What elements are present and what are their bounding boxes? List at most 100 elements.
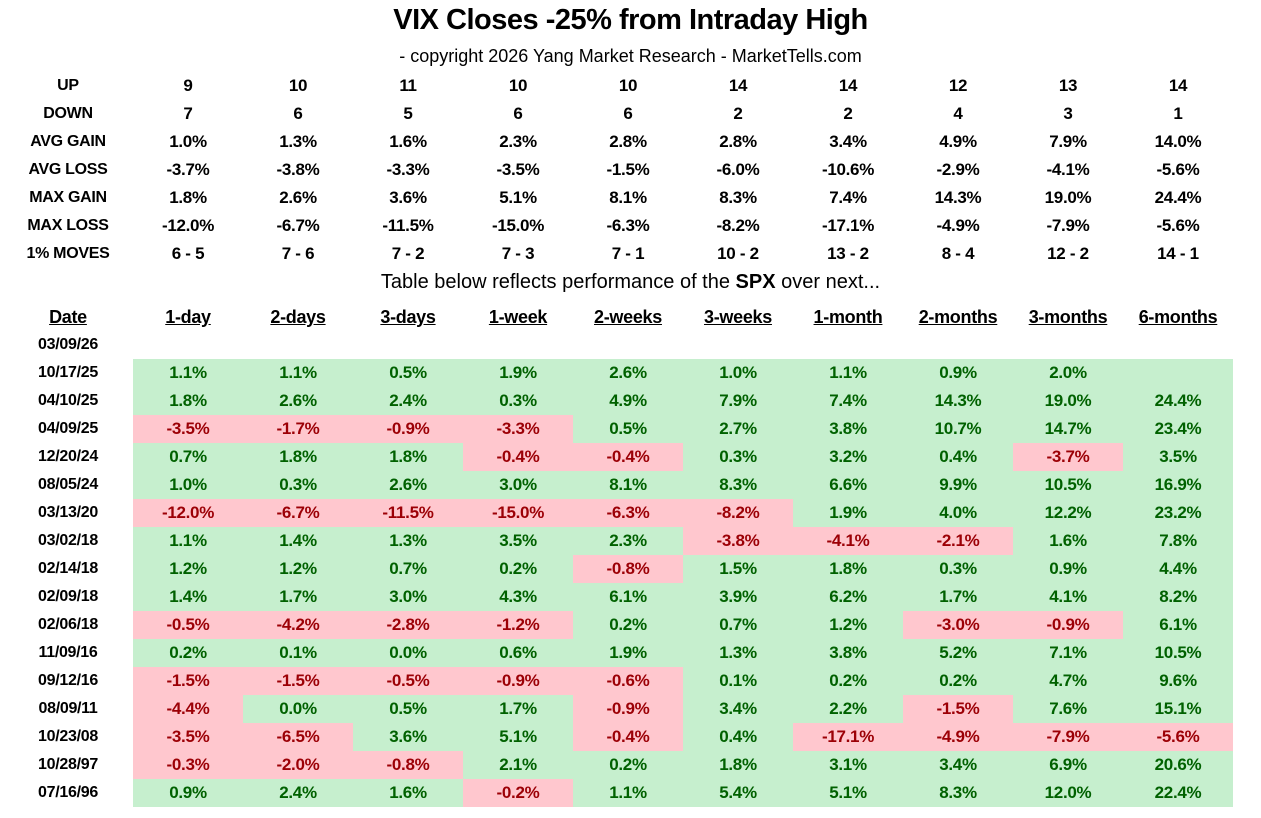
return-cell: 1.1% [243,359,353,387]
return-cell: 7.6% [1013,695,1123,723]
table-row: 03/09/26 [0,331,1261,359]
return-cell: 4.0% [903,499,1013,527]
return-cell: -0.2% [463,779,573,807]
return-cell: 2.2% [793,695,903,723]
return-cell: 6.1% [573,583,683,611]
stats-value: 10 [288,76,308,95]
return-cell: 5.1% [793,779,903,807]
column-header: 2-weeks [594,307,662,327]
return-cell: -3.5% [133,723,243,751]
return-cell: 4.7% [1013,667,1123,695]
return-cell [793,331,903,359]
return-cell: 1.8% [793,555,903,583]
return-cell [683,331,793,359]
stats-value: 3 [1063,104,1073,123]
return-cell: 3.8% [793,415,903,443]
column-header: 6-months [1138,307,1218,327]
return-cell: 1.0% [133,471,243,499]
return-cell: 1.9% [463,359,573,387]
return-cell: 2.3% [573,527,683,555]
stats-value: -12.0% [161,216,215,235]
stats-label: MAX GAIN [29,189,107,206]
return-cell: -3.8% [683,527,793,555]
stats-value: 7.4% [829,188,867,207]
row-date: 09/12/16 [38,672,98,689]
table-row: 02/14/18 1.2% 1.2% 0.7% 0.2% -0.8% 1.5% 1.8% 0.3… [0,555,1261,583]
table-note: Table below reflects performance of the … [0,271,1261,294]
stats-value: 1.3% [279,132,317,151]
return-cell: 1.2% [793,611,903,639]
column-header: 2-months [918,307,998,327]
return-cell: 0.2% [573,751,683,779]
return-cell: 0.4% [903,443,1013,471]
return-cell: 7.9% [683,387,793,415]
return-cell: -0.9% [463,667,573,695]
stats-label: DOWN [43,105,93,122]
return-cell: 0.5% [573,415,683,443]
stats-value: 4 [953,104,963,123]
return-cell: 0.9% [133,779,243,807]
table-row: 09/12/16 -1.5% -1.5% -0.5% -0.9% -0.6% 0.1% 0.2… [0,667,1261,695]
table-row: 11/09/16 0.2% 0.1% 0.0% 0.6% 1.9% 1.3% 3.8% 5.2%… [0,639,1261,667]
return-cell: 1.0% [683,359,793,387]
return-cell [1013,331,1123,359]
stats-value: 1.6% [389,132,427,151]
return-cell: -4.1% [793,527,903,555]
stats-value: 7 [183,104,193,123]
return-cell [243,331,353,359]
stats-value: 4.9% [939,132,977,151]
return-cell: 0.7% [133,443,243,471]
stats-value: 9 [183,76,193,95]
stats-value: 12 [948,76,968,95]
return-cell: 1.9% [573,639,683,667]
return-cell: 3.4% [903,751,1013,779]
stats-value: -3.7% [166,160,210,179]
return-cell: 0.9% [903,359,1013,387]
stats-label: AVG LOSS [28,161,108,178]
return-cell: 0.3% [903,555,1013,583]
return-cell: 0.0% [243,695,353,723]
return-cell: 7.1% [1013,639,1123,667]
return-cell: -6.7% [243,499,353,527]
return-cell: 2.1% [463,751,573,779]
return-cell: 0.2% [133,639,243,667]
return-cell: 6.2% [793,583,903,611]
return-cell: -0.4% [573,723,683,751]
page-title: VIX Closes -25% from Intraday High [393,4,868,36]
stats-row: MAX GAIN 1.8% 2.6% 3.6% 5.1% 8.1% 8.3% 7.4% 14.3… [0,184,1261,212]
stats-label: 1% MOVES [26,245,110,262]
stats-value: 2 [843,104,853,123]
row-date: 03/13/20 [38,504,98,521]
return-cell: -1.5% [903,695,1013,723]
copyright-subtitle: - copyright 2026 Yang Market Research - … [399,46,862,66]
row-date: 10/28/97 [38,756,98,773]
return-cell: 0.7% [353,555,463,583]
return-cell: 4.9% [573,387,683,415]
return-cell: 16.9% [1123,471,1233,499]
return-cell: 6.6% [793,471,903,499]
row-date: 11/09/16 [38,644,98,661]
return-cell: 20.6% [1123,751,1233,779]
return-cell: 3.2% [793,443,903,471]
return-cell: 2.4% [353,387,463,415]
return-cell: 8.3% [683,471,793,499]
return-cell: -2.8% [353,611,463,639]
return-cell: 1.2% [133,555,243,583]
stats-value: -6.0% [716,160,760,179]
return-cell: 0.5% [353,695,463,723]
row-date: 08/09/11 [38,700,98,717]
column-header: 3-days [380,307,436,327]
return-cell: 0.4% [683,723,793,751]
note-ticker: SPX [735,271,776,293]
stats-value: -3.5% [496,160,540,179]
return-cell: 1.1% [133,359,243,387]
row-date: 03/02/18 [38,532,98,549]
table-row: 08/05/24 1.0% 0.3% 2.6% 3.0% 8.1% 8.3% 6.6% 9.9%… [0,471,1261,499]
column-header: 3-months [1028,307,1108,327]
stats-row: AVG GAIN 1.0% 1.3% 1.6% 2.3% 2.8% 2.8% 3.4% 4.9%… [0,128,1261,156]
return-cell: -6.3% [573,499,683,527]
return-cell: -0.4% [573,443,683,471]
stats-value: 13 - 2 [827,244,869,263]
return-cell: 0.3% [463,387,573,415]
stats-value: 2 [733,104,743,123]
